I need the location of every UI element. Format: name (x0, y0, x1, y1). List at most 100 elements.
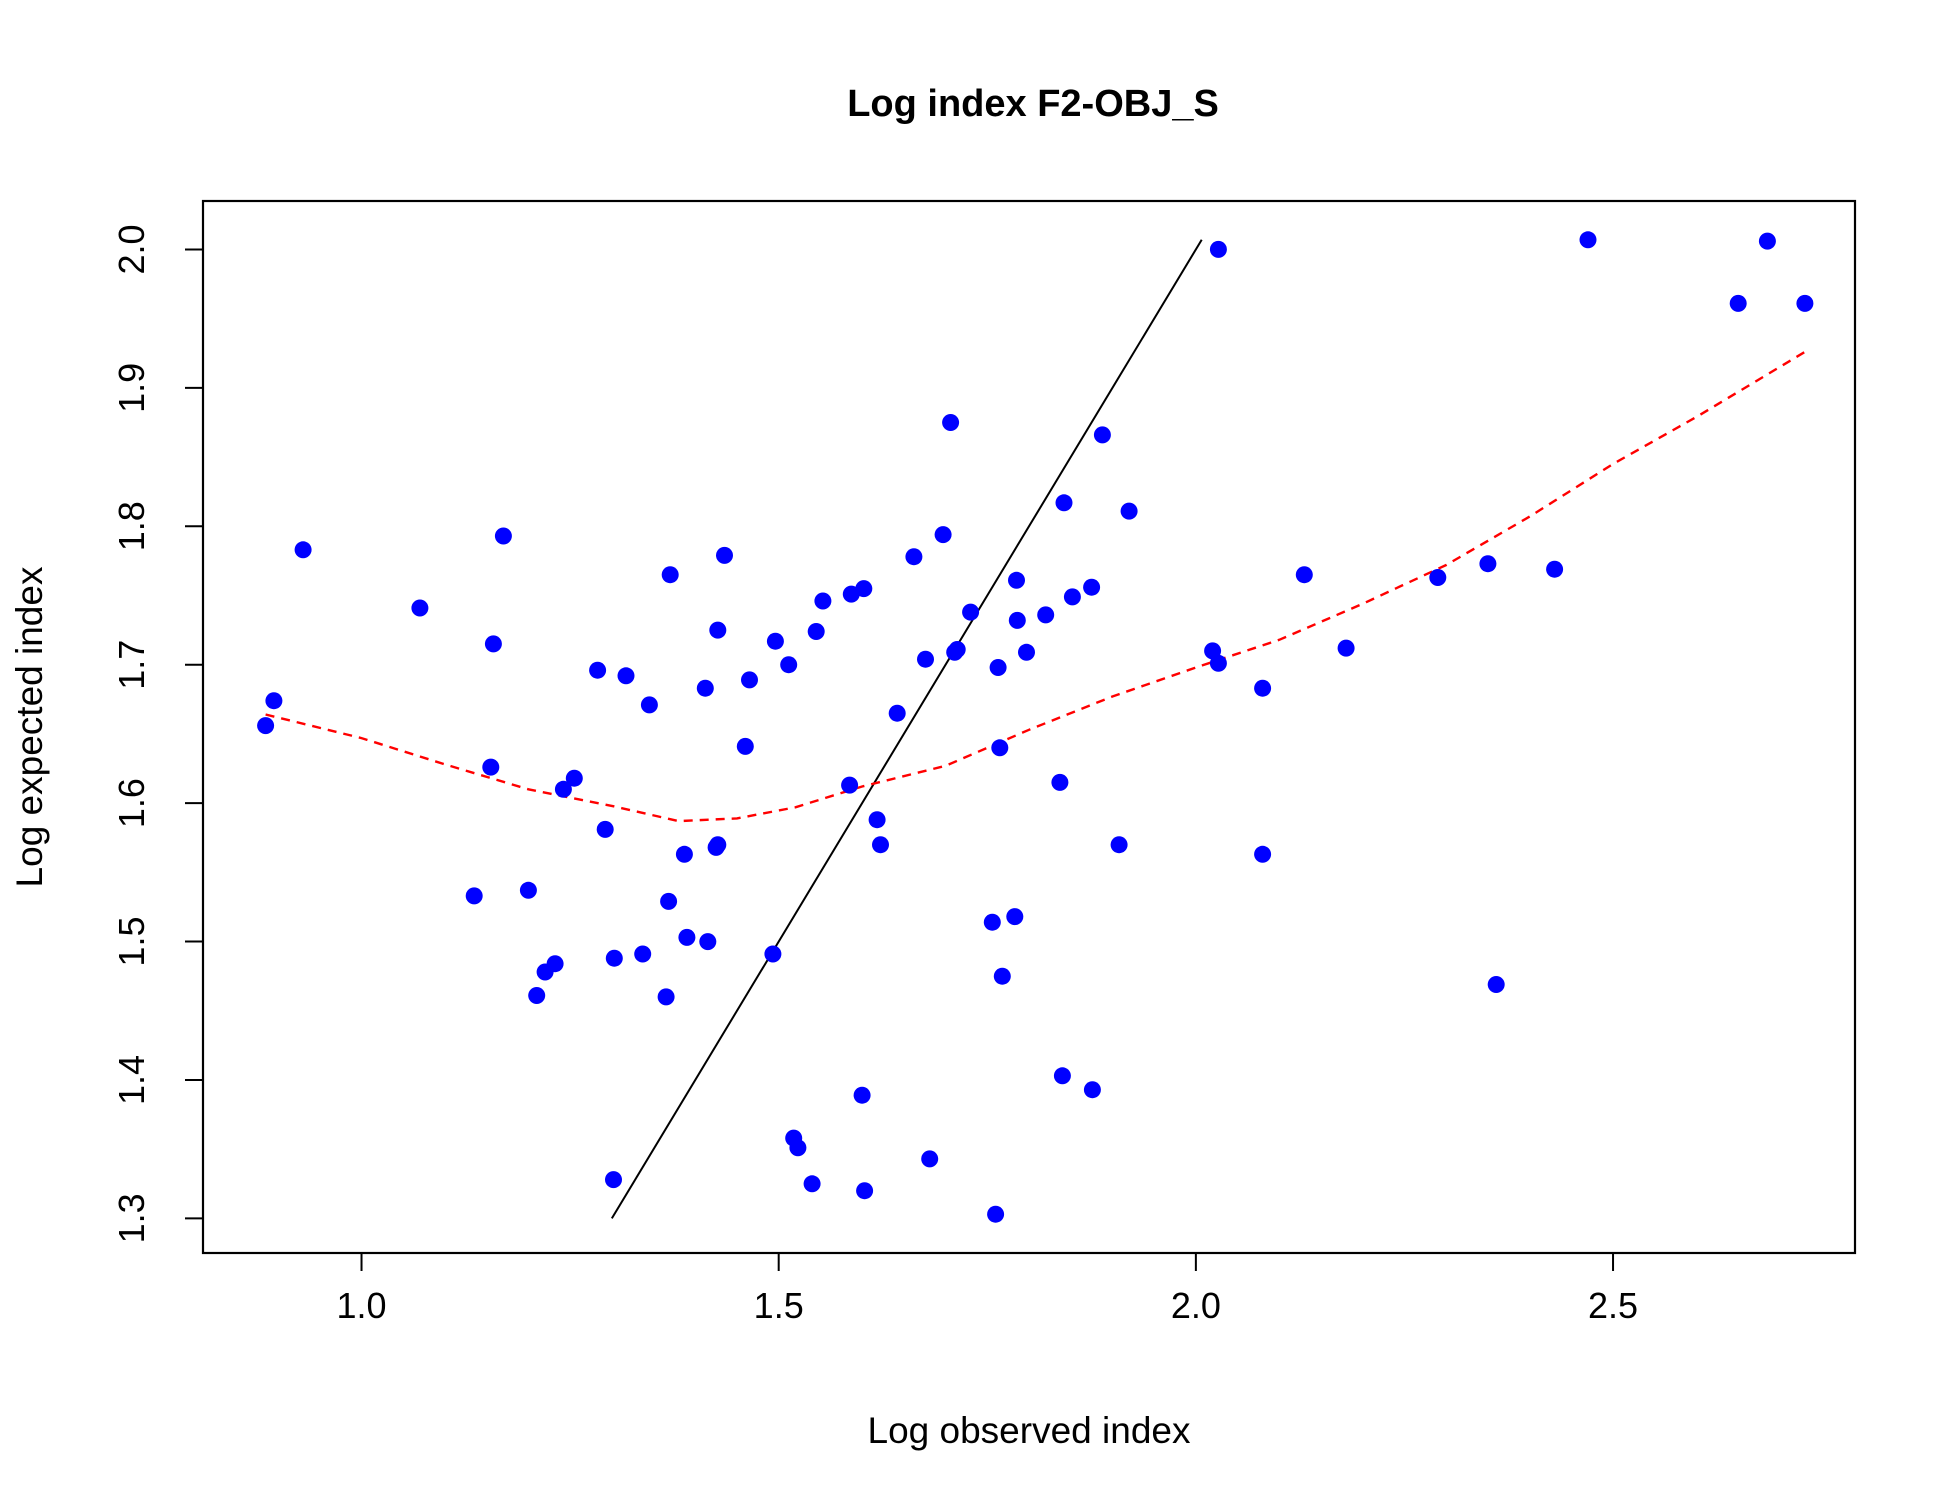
data-point (1083, 578, 1101, 596)
data-point (942, 414, 960, 431)
data-point (868, 811, 886, 829)
data-point (1037, 606, 1055, 624)
data-point (482, 758, 500, 776)
data-point (716, 546, 733, 564)
data-point (991, 739, 1009, 757)
data-point (917, 650, 934, 668)
data-point (699, 933, 717, 951)
y-tick-label: 1.5 (111, 917, 152, 967)
identity-line (610, 239, 1203, 1219)
y-tick-label: 1.4 (111, 1055, 152, 1105)
data-point (1053, 1067, 1071, 1085)
data-point (983, 913, 1001, 931)
data-point (807, 623, 825, 640)
data-point (411, 599, 429, 617)
data-point (736, 737, 754, 755)
data-point (841, 776, 859, 794)
smooth-line-layer (265, 350, 1806, 823)
data-point (1729, 294, 1747, 312)
data-point (1063, 588, 1081, 606)
x-tick-label: 2.5 (1588, 1285, 1638, 1326)
y-tick-label: 1.3 (111, 1193, 152, 1243)
data-point (1254, 845, 1272, 863)
x-axis: 1.0 1.5 2.0 2.5 (337, 1252, 1638, 1326)
data-point (696, 679, 714, 697)
data-point (657, 988, 675, 1006)
y-tick-label: 1.9 (111, 363, 152, 413)
data-point (265, 692, 283, 710)
data-point (872, 836, 889, 854)
y-tick-label: 2.0 (111, 224, 152, 274)
points-layer (257, 231, 1814, 1223)
data-point (987, 1205, 1005, 1223)
identity-line-layer (610, 239, 1203, 1219)
data-point (1093, 426, 1111, 444)
data-point (1055, 494, 1073, 512)
x-axis-label: Log observed index (868, 1410, 1191, 1451)
data-point (1120, 502, 1138, 520)
y-axis-label: Log expected index (9, 566, 50, 887)
data-point (546, 955, 564, 973)
x-tick-label: 1.5 (754, 1285, 804, 1326)
data-point (905, 548, 923, 566)
chart-title: Log index F2-OBJ_S (847, 83, 1219, 125)
y-axis: 1.3 1.4 1.5 1.6 1.7 1.8 1.9 2.0 (111, 224, 204, 1243)
y-tick-label: 1.6 (111, 778, 152, 828)
data-point (617, 667, 635, 685)
data-point (1051, 773, 1069, 791)
data-point (962, 603, 980, 621)
data-point (989, 659, 1007, 676)
data-point (1479, 555, 1497, 573)
x-tick-label: 1.0 (337, 1285, 387, 1326)
data-point (484, 635, 502, 653)
y-tick-label: 1.7 (111, 640, 152, 690)
data-point (1295, 566, 1313, 584)
data-point (789, 1139, 807, 1157)
data-point (1110, 836, 1128, 854)
plot-frame (201, 199, 1857, 1255)
data-point (596, 820, 614, 838)
data-point (1209, 240, 1227, 258)
data-point (257, 717, 275, 735)
data-point (766, 632, 784, 650)
data-point (634, 945, 652, 963)
data-point (856, 1182, 874, 1200)
data-point (764, 945, 782, 963)
data-point (1758, 232, 1776, 250)
data-point (494, 527, 512, 545)
data-point (1209, 654, 1227, 672)
data-point (1579, 231, 1597, 249)
data-point (1018, 643, 1035, 661)
data-point (1008, 571, 1025, 589)
data-point (1796, 294, 1814, 312)
data-point (1254, 679, 1272, 697)
data-point (709, 621, 727, 639)
data-point (814, 592, 832, 610)
data-point (853, 1086, 871, 1104)
data-point (741, 671, 758, 689)
data-point (565, 769, 583, 787)
data-point (709, 836, 727, 854)
data-point (993, 967, 1011, 985)
data-point (934, 526, 952, 544)
data-point (554, 780, 572, 798)
data-point (1006, 908, 1024, 926)
data-point (294, 541, 312, 559)
data-point (1487, 976, 1505, 993)
data-point (640, 696, 658, 714)
data-point (948, 641, 966, 658)
data-point (888, 704, 906, 722)
data-point (780, 656, 798, 674)
data-point (678, 928, 696, 946)
data-point (519, 881, 537, 899)
data-point (803, 1175, 821, 1193)
data-point (660, 892, 678, 910)
data-point (921, 1150, 939, 1168)
data-point (1546, 560, 1564, 578)
smooth-trend-line (265, 350, 1806, 823)
data-point (1083, 1081, 1101, 1099)
data-point (1429, 569, 1447, 586)
data-point (589, 661, 607, 679)
